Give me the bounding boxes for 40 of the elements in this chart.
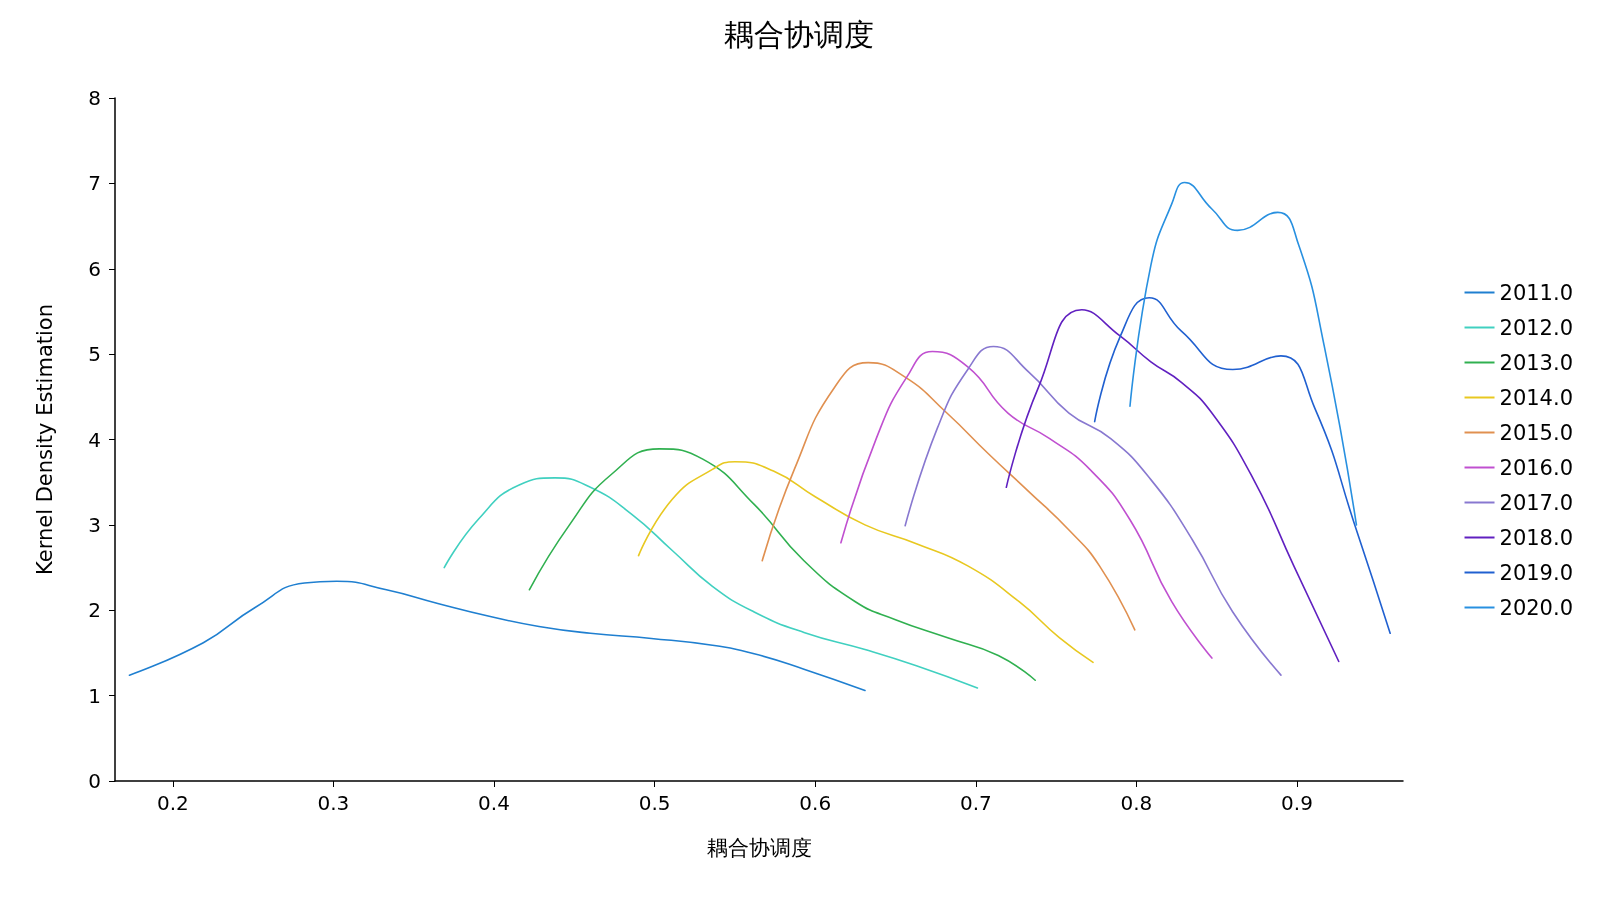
line-series (904, 345, 1282, 676)
line-series (128, 580, 866, 692)
x-tick-label: 0.9 (1281, 791, 1313, 815)
x-tick-label: 0.6 (799, 791, 832, 815)
x-tick-label: 0.8 (1120, 791, 1153, 815)
legend-label: 2011.0 (1499, 280, 1573, 305)
x-tick-label: 0.2 (156, 791, 189, 815)
legend-label: 2012.0 (1499, 315, 1573, 340)
line-series (761, 361, 1136, 631)
legend-label: 2019.0 (1499, 560, 1573, 585)
y-tick-label: 3 (88, 512, 101, 537)
legend-label: 2013.0 (1499, 350, 1573, 375)
chart-title: 耦合协调度 (724, 16, 874, 52)
y-tick-label: 1 (88, 683, 101, 708)
y-tick-label: 0 (88, 769, 101, 793)
x-axis-title: 耦合协调度 (706, 835, 812, 860)
legend-label: 2016.0 (1499, 455, 1573, 480)
y-tick-label: 2 (88, 598, 101, 623)
legend-label: 2018.0 (1499, 525, 1573, 550)
y-tick-label: 7 (88, 171, 101, 196)
x-tick-label: 0.7 (959, 791, 992, 815)
line-series (637, 460, 1094, 664)
legend-label: 2014.0 (1499, 385, 1573, 410)
line-series (443, 477, 979, 689)
line-series (1129, 181, 1358, 526)
y-tick-label: 8 (88, 86, 101, 110)
x-tick-label: 0.4 (478, 791, 510, 815)
legend-label: 2017.0 (1499, 490, 1573, 515)
y-tick-label: 4 (88, 427, 101, 452)
line-series (1005, 308, 1340, 663)
x-tick-label: 0.5 (638, 791, 671, 815)
legend-label: 2015.0 (1499, 420, 1573, 445)
y-tick-label: 6 (88, 256, 101, 281)
y-axis-title: Kernel Density Estimation (32, 304, 57, 575)
line-series (1093, 296, 1391, 635)
x-tick-label: 0.3 (317, 791, 350, 815)
y-tick-label: 5 (88, 342, 101, 367)
line-series (840, 350, 1213, 659)
line-series (528, 448, 1037, 682)
legend-label: 2020.0 (1499, 595, 1573, 620)
